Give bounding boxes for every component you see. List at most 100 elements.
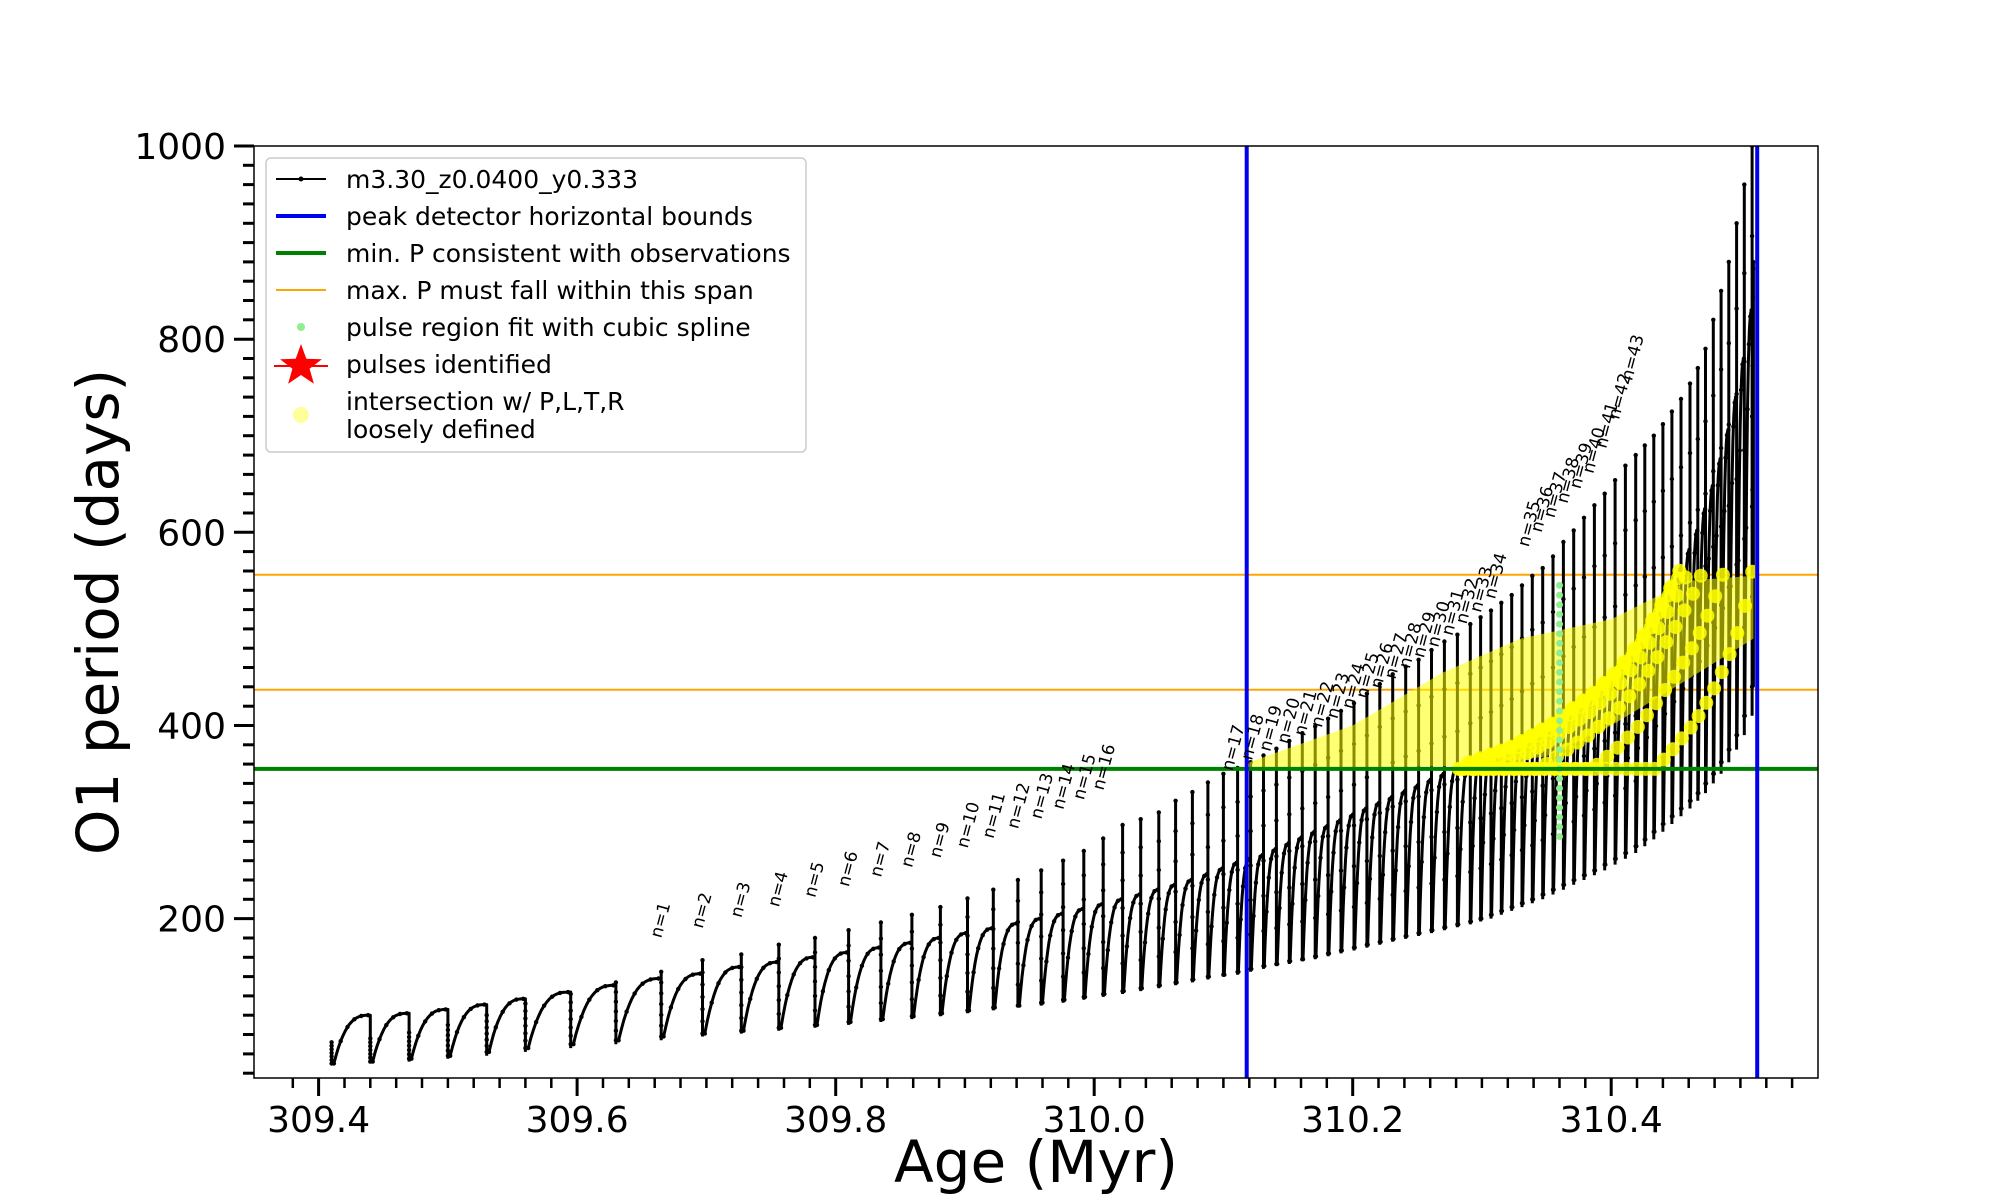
track-marker bbox=[1015, 940, 1021, 945]
track-marker bbox=[1416, 839, 1421, 845]
legend-label: peak detector horizontal bounds bbox=[346, 202, 753, 231]
track-marker bbox=[1081, 994, 1087, 1000]
track-marker bbox=[1602, 553, 1607, 558]
track-marker bbox=[1261, 963, 1266, 969]
track-marker bbox=[1411, 795, 1416, 801]
track-marker bbox=[1127, 915, 1133, 921]
track-marker bbox=[723, 970, 728, 975]
track-marker bbox=[1212, 892, 1217, 897]
track-marker bbox=[1726, 422, 1732, 427]
legend-label: max. P must fall within this span bbox=[346, 276, 754, 305]
track-marker bbox=[1357, 840, 1362, 845]
track-marker bbox=[1491, 836, 1496, 841]
track-marker bbox=[683, 976, 688, 982]
track-marker bbox=[1612, 793, 1618, 798]
track-marker bbox=[909, 997, 915, 1002]
track-marker bbox=[523, 1001, 528, 1006]
track-marker bbox=[352, 1017, 357, 1022]
track-marker bbox=[1742, 182, 1747, 187]
track-marker bbox=[384, 1022, 389, 1028]
track-marker bbox=[1468, 621, 1473, 627]
track-marker bbox=[1695, 790, 1701, 796]
track-marker bbox=[1015, 898, 1021, 904]
track-marker bbox=[1300, 844, 1305, 849]
track-marker bbox=[1364, 900, 1370, 906]
track-marker bbox=[1478, 916, 1483, 921]
track-marker bbox=[1256, 862, 1261, 867]
track-marker bbox=[754, 976, 759, 981]
track-marker bbox=[1442, 639, 1447, 644]
track-marker bbox=[1089, 924, 1095, 929]
track-marker bbox=[523, 1031, 528, 1036]
track-marker bbox=[523, 1045, 528, 1051]
track-marker bbox=[1734, 391, 1739, 397]
track-marker bbox=[1592, 807, 1597, 812]
track-marker bbox=[1221, 771, 1226, 776]
track-marker bbox=[1550, 554, 1556, 559]
track-marker bbox=[1251, 913, 1256, 919]
track-marker bbox=[1199, 880, 1204, 886]
track-marker bbox=[1612, 730, 1618, 735]
track-marker bbox=[1623, 592, 1628, 597]
track-marker bbox=[716, 981, 721, 986]
track-marker bbox=[1530, 627, 1535, 632]
track-marker bbox=[1429, 647, 1434, 653]
track-marker bbox=[1173, 889, 1178, 894]
track-marker bbox=[1325, 823, 1330, 829]
track-marker bbox=[1025, 937, 1030, 943]
track-marker bbox=[659, 980, 664, 985]
track-marker bbox=[454, 1029, 460, 1035]
intersection-marker bbox=[1561, 720, 1576, 734]
intersection-marker bbox=[1601, 711, 1616, 726]
track-marker bbox=[1156, 954, 1162, 959]
track-marker bbox=[776, 997, 781, 1003]
track-marker bbox=[1702, 507, 1708, 512]
track-marker bbox=[1060, 904, 1066, 910]
track-marker bbox=[1542, 813, 1548, 818]
track-marker bbox=[1660, 422, 1666, 427]
track-marker bbox=[1221, 905, 1226, 910]
track-marker bbox=[909, 963, 915, 968]
track-marker bbox=[1390, 892, 1395, 897]
track-marker bbox=[1274, 925, 1279, 931]
track-marker bbox=[1749, 414, 1755, 419]
intersection-marker bbox=[1642, 635, 1657, 650]
track-marker bbox=[1325, 951, 1331, 956]
track-marker bbox=[1248, 932, 1253, 937]
intersection-marker bbox=[1667, 669, 1682, 684]
track-marker bbox=[1137, 892, 1142, 897]
legend-item-5: pulse region fit with cubic spline bbox=[297, 313, 751, 342]
track-marker bbox=[1166, 891, 1171, 896]
track-marker bbox=[1086, 951, 1091, 957]
track-marker bbox=[484, 1013, 489, 1018]
intersection-marker bbox=[1658, 683, 1673, 697]
track-marker bbox=[1509, 800, 1514, 806]
track-marker bbox=[1711, 771, 1716, 776]
intersection-marker bbox=[1603, 686, 1618, 701]
track-marker bbox=[797, 961, 803, 966]
track-marker bbox=[1602, 800, 1607, 805]
track-marker bbox=[1377, 681, 1383, 687]
track-marker bbox=[1455, 632, 1460, 637]
track-marker bbox=[909, 980, 915, 985]
intersection-marker bbox=[1541, 734, 1556, 749]
track-marker bbox=[1341, 885, 1347, 890]
intersection-marker bbox=[1708, 589, 1723, 604]
track-marker bbox=[1633, 452, 1638, 458]
track-marker bbox=[931, 937, 936, 942]
spline-marker bbox=[1556, 601, 1563, 609]
track-marker bbox=[700, 1006, 705, 1012]
track-marker bbox=[1227, 887, 1232, 893]
intersection-marker bbox=[1677, 603, 1692, 618]
track-marker bbox=[1416, 657, 1421, 662]
intersection-marker bbox=[1700, 608, 1715, 623]
track-marker bbox=[507, 1001, 512, 1006]
intersection-marker bbox=[1665, 742, 1680, 757]
track-marker bbox=[484, 1043, 489, 1049]
track-marker bbox=[1550, 776, 1556, 781]
track-marker bbox=[980, 933, 985, 938]
track-marker bbox=[1338, 708, 1344, 714]
track-marker bbox=[1313, 800, 1318, 806]
track-marker bbox=[406, 1056, 412, 1061]
track-marker bbox=[1273, 846, 1278, 852]
